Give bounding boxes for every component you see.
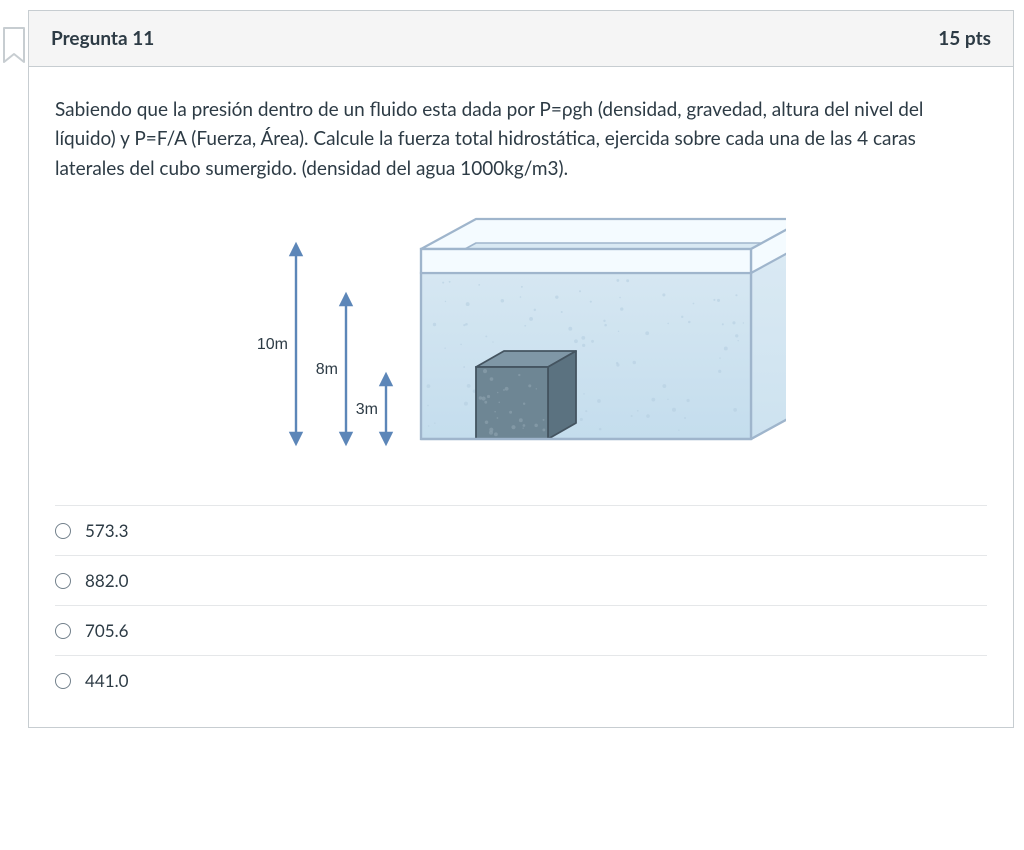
answer-list: 573.3 882.0 705.6 441.0 [55,505,987,705]
bookmark-icon [0,26,28,68]
answer-label: 882.0 [85,570,128,591]
answer-option[interactable]: 573.3 [55,505,987,555]
radio-icon[interactable] [55,573,71,589]
answer-label: 441.0 [85,670,128,691]
answer-option[interactable]: 882.0 [55,555,987,605]
svg-text:3m: 3m [356,401,378,418]
question-text: Sabiendo que la presión dentro de un flu… [55,95,987,183]
diagram: 10m 8m 3m [55,201,987,471]
svg-text:10m: 10m [257,336,288,353]
question-card: Pregunta 11 15 pts Sabiendo que la presi… [28,10,1014,728]
question-points: 15 pts [938,27,991,50]
question-body: Sabiendo que la presión dentro de un flu… [29,67,1013,727]
answer-label: 705.6 [85,620,128,641]
svg-text:8m: 8m [316,361,338,378]
radio-icon[interactable] [55,623,71,639]
radio-icon[interactable] [55,673,71,689]
question-title: Pregunta 11 [51,27,154,50]
answer-option[interactable]: 705.6 [55,605,987,655]
radio-icon[interactable] [55,523,71,539]
answer-label: 573.3 [85,520,128,541]
answer-option[interactable]: 441.0 [55,655,987,705]
question-header: Pregunta 11 15 pts [29,11,1013,67]
